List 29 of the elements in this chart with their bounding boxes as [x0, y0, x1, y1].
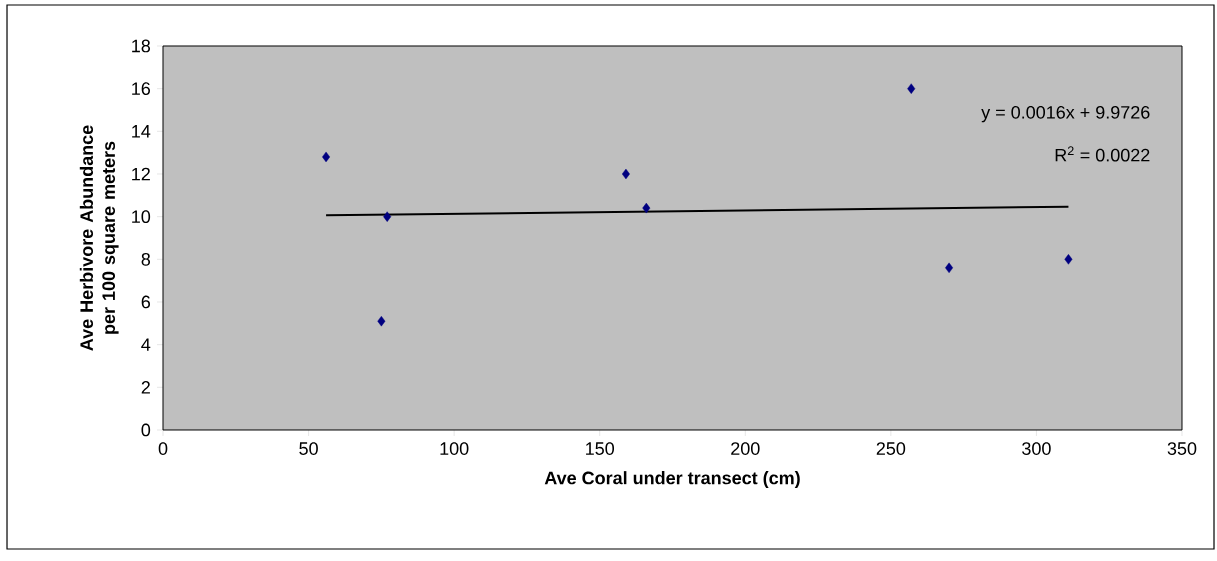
y-axis-title: Ave Herbivore Abundance per 100 square meters: [79, 125, 119, 351]
y-tick-label: 12: [132, 167, 150, 181]
x-tick-label: 100: [440, 442, 469, 455]
x-tick-label: 50: [299, 442, 318, 455]
annotation: y = 0.0016x + 9.9726: [981, 105, 1150, 123]
point: [383, 211, 392, 222]
x-tick-label: 300: [1022, 442, 1051, 455]
point: [907, 83, 916, 94]
y-tick-label: 18: [132, 39, 151, 53]
y-tick-label: 6: [141, 295, 151, 309]
y-tick-label: 16: [132, 82, 151, 96]
y-tick-label: 8: [141, 252, 151, 266]
y-tick-label: 4: [141, 338, 151, 351]
y-tick-label: 14: [132, 125, 151, 138]
point: [642, 202, 651, 214]
point: [621, 168, 630, 180]
x-tick-label: 150: [586, 442, 615, 455]
y-tick-label: 0: [141, 423, 151, 437]
x-axis-title: Ave Coral under transect (cm): [544, 471, 800, 488]
y-tick-label: 2: [141, 381, 150, 394]
point: [377, 315, 386, 327]
x-tick-label: 350: [1167, 442, 1197, 455]
x-tick-label: 200: [731, 442, 760, 455]
x-tick-label: 0: [158, 442, 168, 455]
point: [945, 262, 954, 274]
x-tick-label: 250: [876, 442, 906, 455]
point: [1064, 254, 1073, 265]
annotation: R$^{2}$ = 0.0022: [1055, 146, 1150, 162]
y-tick-label: 10: [132, 210, 151, 224]
